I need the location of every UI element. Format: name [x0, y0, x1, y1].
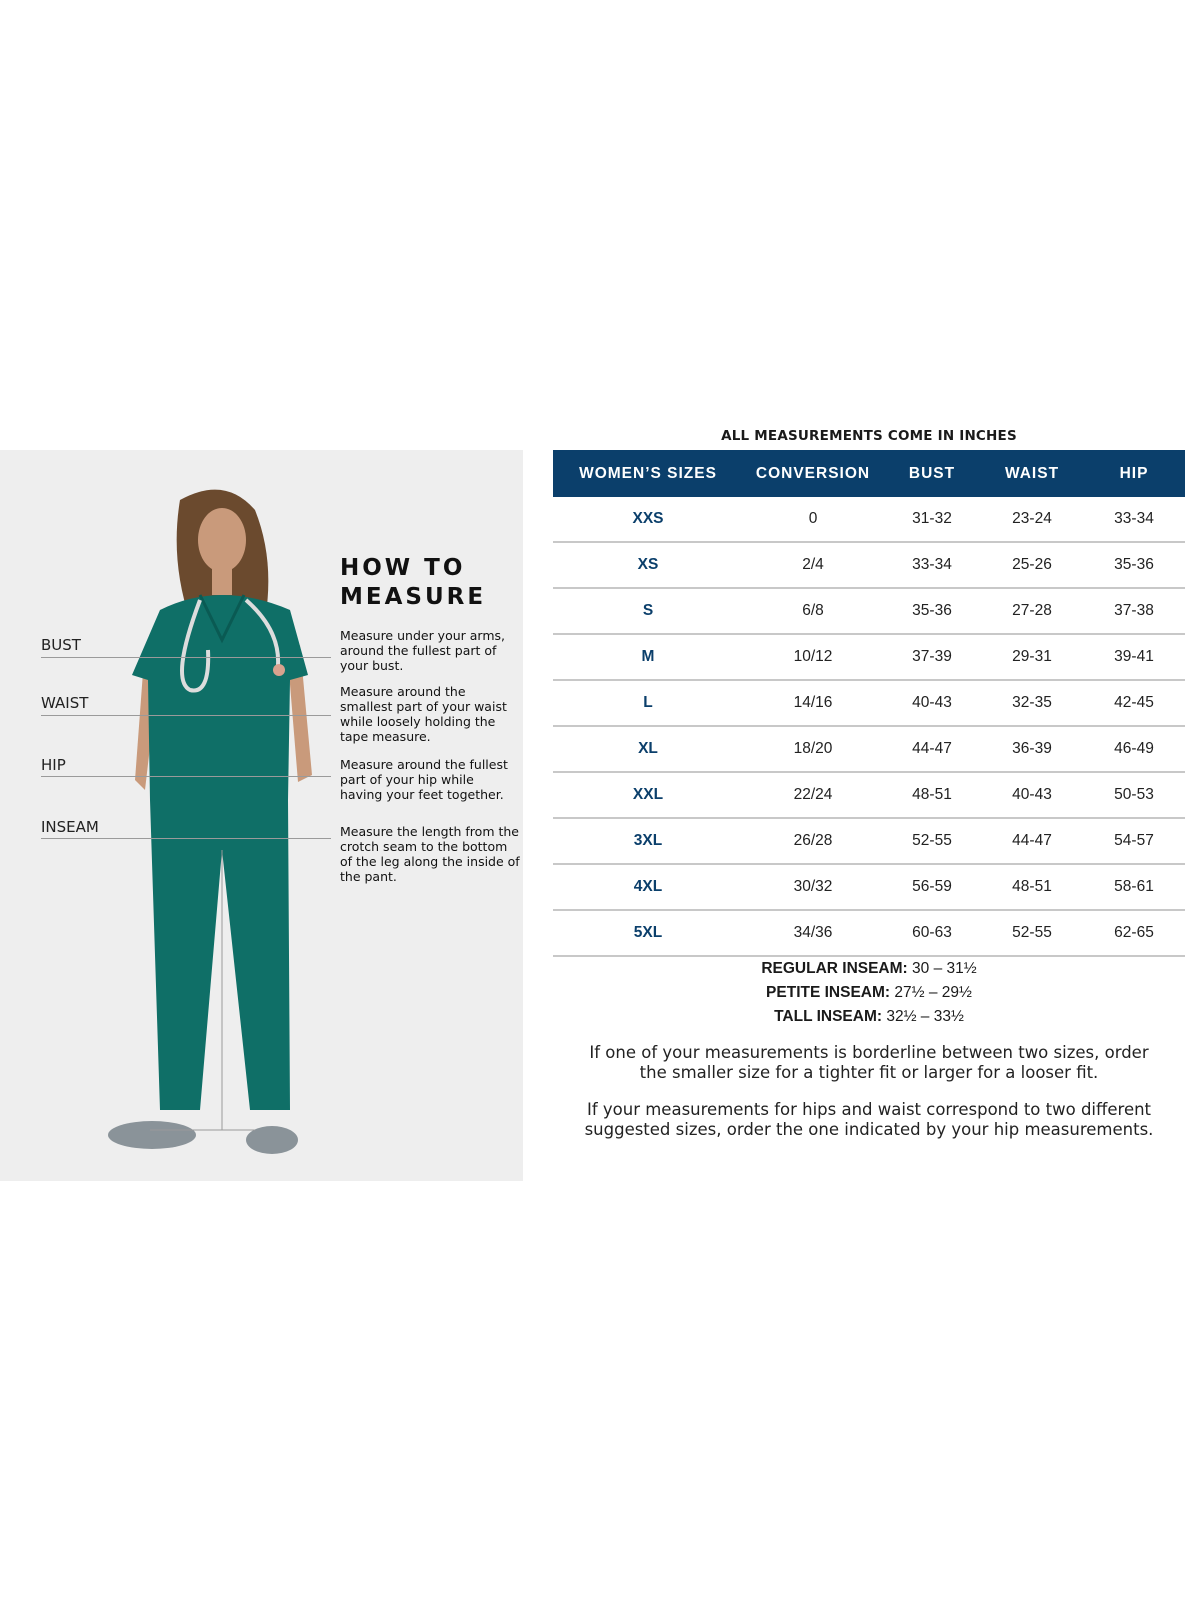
waist-cell: 23-24 — [981, 497, 1083, 543]
hip-cell: 33-34 — [1083, 497, 1185, 543]
bust-description: Measure under your arms, around the full… — [340, 628, 506, 673]
how-to-measure-panel: HOW TO MEASURE BUST Measure under your a… — [0, 450, 523, 1181]
bust-cell: 52-55 — [883, 818, 981, 865]
hip-cell: 39-41 — [1083, 634, 1185, 681]
hip-line — [41, 776, 331, 777]
size-cell: S — [553, 588, 743, 635]
table-row: L 14/16 40-43 32-35 42-45 — [553, 680, 1185, 727]
conversion-cell: 6/8 — [743, 588, 883, 635]
table-row: XXS 0 31-32 23-24 33-34 — [553, 497, 1185, 543]
size-cell: XL — [553, 726, 743, 773]
table-row: XL 18/20 44-47 36-39 46-49 — [553, 726, 1185, 773]
size-cell: 4XL — [553, 864, 743, 911]
waist-description: Measure around the smallest part of your… — [340, 684, 507, 744]
size-cell: XXL — [553, 772, 743, 819]
size-cell: XXS — [553, 497, 743, 543]
regular-inseam: REGULAR INSEAM: 30 – 31½ — [553, 960, 1185, 978]
hip-cell: 54-57 — [1083, 818, 1185, 865]
title-line-2: MEASURE — [340, 584, 487, 610]
bust-cell: 37-39 — [883, 634, 981, 681]
conversion-cell: 26/28 — [743, 818, 883, 865]
hip-cell: 35-36 — [1083, 542, 1185, 589]
bust-cell: 35-36 — [883, 588, 981, 635]
tall-inseam: TALL INSEAM: 32½ – 33½ — [553, 1008, 1185, 1026]
conversion-cell: 14/16 — [743, 680, 883, 727]
bust-cell: 33-34 — [883, 542, 981, 589]
waist-line — [41, 715, 331, 716]
conversion-cell: 34/36 — [743, 910, 883, 957]
waist-cell: 27-28 — [981, 588, 1083, 635]
table-row: XS 2/4 33-34 25-26 35-36 — [553, 542, 1185, 589]
conversion-cell: 2/4 — [743, 542, 883, 589]
hip-label: HIP — [41, 756, 66, 774]
waist-cell: 25-26 — [981, 542, 1083, 589]
conversion-cell: 30/32 — [743, 864, 883, 911]
petite-inseam: PETITE INSEAM: 27½ – 29½ — [553, 984, 1185, 1002]
waist-label: WAIST — [41, 694, 89, 712]
measurement-unit-caption: ALL MEASUREMENTS COME IN INCHES — [721, 428, 1017, 444]
size-cell: XS — [553, 542, 743, 589]
column-header: WOMEN’S SIZES — [553, 450, 743, 497]
table-row: 3XL 26/28 52-55 44-47 54-57 — [553, 818, 1185, 865]
bust-cell: 48-51 — [883, 772, 981, 819]
bust-label: BUST — [41, 636, 81, 654]
size-cell: L — [553, 680, 743, 727]
bust-cell: 60-63 — [883, 910, 981, 957]
table-row: M 10/12 37-39 29-31 39-41 — [553, 634, 1185, 681]
conversion-cell: 0 — [743, 497, 883, 543]
title-line-1: HOW TO — [340, 555, 466, 581]
conversion-cell: 10/12 — [743, 634, 883, 681]
size-chart-table: WOMEN’S SIZES CONVERSION BUST WAIST HIP … — [553, 450, 1185, 957]
waist-cell: 44-47 — [981, 818, 1083, 865]
bust-cell: 31-32 — [883, 497, 981, 543]
inseam-value: 30 – 31½ — [912, 960, 977, 977]
inseam-label: TALL INSEAM: — [774, 1008, 883, 1025]
table-row: 4XL 30/32 56-59 48-51 58-61 — [553, 864, 1185, 911]
hip-cell: 46-49 — [1083, 726, 1185, 773]
hip-waist-note: If your measurements for hips and waist … — [584, 1100, 1154, 1139]
column-header: WAIST — [981, 450, 1083, 497]
column-header: HIP — [1083, 450, 1185, 497]
waist-cell: 52-55 — [981, 910, 1083, 957]
inseam-description: Measure the length from the crotch seam … — [340, 824, 520, 884]
conversion-cell: 22/24 — [743, 772, 883, 819]
bust-cell: 56-59 — [883, 864, 981, 911]
hip-description: Measure around the fullest part of your … — [340, 757, 508, 802]
borderline-note: If one of your measurements is borderlin… — [589, 1043, 1149, 1082]
table-row: XXL 22/24 48-51 40-43 50-53 — [553, 772, 1185, 819]
hip-cell: 58-61 — [1083, 864, 1185, 911]
size-cell: 5XL — [553, 910, 743, 957]
inseam-value: 27½ – 29½ — [894, 984, 972, 1001]
inseam-line — [41, 838, 331, 839]
waist-cell: 48-51 — [981, 864, 1083, 911]
hip-cell: 62-65 — [1083, 910, 1185, 957]
waist-cell: 29-31 — [981, 634, 1083, 681]
waist-cell: 32-35 — [981, 680, 1083, 727]
waist-cell: 40-43 — [981, 772, 1083, 819]
inseam-value: 32½ – 33½ — [886, 1008, 964, 1025]
inseam-label: INSEAM — [41, 818, 99, 836]
bust-cell: 40-43 — [883, 680, 981, 727]
column-header: CONVERSION — [743, 450, 883, 497]
bust-cell: 44-47 — [883, 726, 981, 773]
hip-cell: 37-38 — [1083, 588, 1185, 635]
hip-cell: 42-45 — [1083, 680, 1185, 727]
table-header-row: WOMEN’S SIZES CONVERSION BUST WAIST HIP — [553, 450, 1185, 497]
model-photo — [108, 489, 312, 1154]
bust-line — [41, 657, 331, 658]
hip-cell: 50-53 — [1083, 772, 1185, 819]
size-cell: M — [553, 634, 743, 681]
waist-cell: 36-39 — [981, 726, 1083, 773]
table-row: S 6/8 35-36 27-28 37-38 — [553, 588, 1185, 635]
inseam-label: PETITE INSEAM: — [766, 984, 891, 1001]
table-row: 5XL 34/36 60-63 52-55 62-65 — [553, 910, 1185, 957]
column-header: BUST — [883, 450, 981, 497]
how-to-measure-title: HOW TO MEASURE — [340, 554, 486, 612]
inseam-label: REGULAR INSEAM: — [761, 960, 908, 977]
conversion-cell: 18/20 — [743, 726, 883, 773]
size-cell: 3XL — [553, 818, 743, 865]
